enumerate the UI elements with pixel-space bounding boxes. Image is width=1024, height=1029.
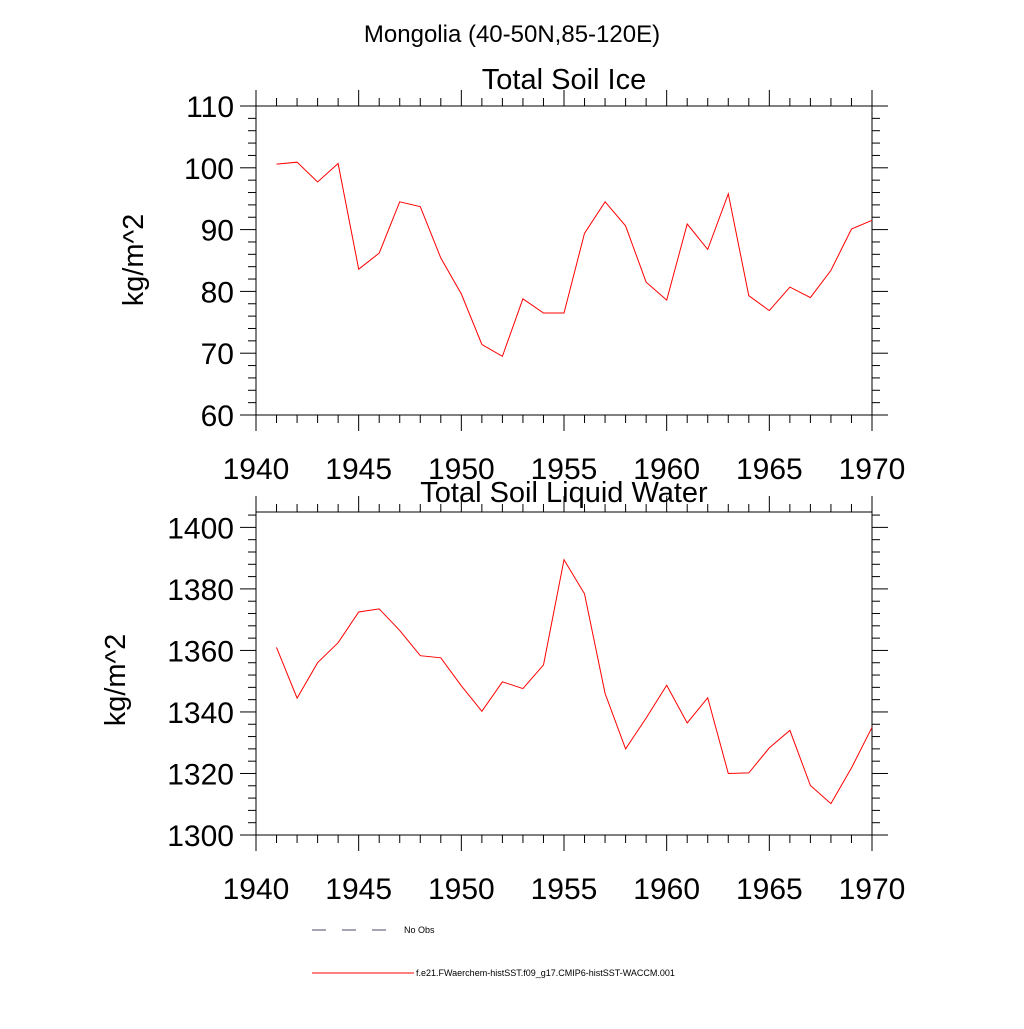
x-tick-label: 1945 [325,873,392,906]
x-tick-label: 1950 [428,453,495,486]
y-tick-label: 1320 [167,758,234,791]
x-tick-label: 1940 [223,873,290,906]
legend: No Obs f.e21.FWaerchem-histSST.f09_g17.C… [312,925,675,978]
plot-area: 60 70 80 90 100 110 1940 1945 1950 1955 1960 1965 19… [184,90,905,486]
plot-frame [255,105,873,416]
panel-total-soil-ice: Total Soil Ice kg/m^2 607080901001101940… [118,64,905,486]
y-tick-label: 100 [184,153,234,186]
y-tick-label: 70 [201,338,234,371]
x-tick-label: 1965 [736,873,803,906]
x-tick-label: 1960 [633,453,700,486]
y-axis-label: kg/m^2 [118,214,150,307]
figure-suptitle: Mongolia (40-50N,85-120E) [364,21,660,48]
panel-total-soil-liquid-water: Total Soil Liquid Water kg/m^2 130013201… [100,477,905,906]
y-tick-label: 110 [186,91,234,124]
x-tick-label: 1970 [839,873,906,906]
y-tick-label: 90 [201,215,234,248]
y-tick-label: 1360 [167,635,234,668]
x-tick-label: 1955 [531,873,598,906]
y-tick-label: 80 [201,276,234,309]
x-tick-label: 1945 [325,453,392,486]
series-line-0 [276,558,873,805]
series-line-0 [276,161,873,358]
y-tick-label: 1400 [167,512,234,545]
x-tick-label: 1965 [736,453,803,486]
y-axis-label: kg/m^2 [100,634,132,727]
x-tick-label: 1940 [223,453,290,486]
x-tick-label: 1955 [531,453,598,486]
y-tick-label: 1380 [167,574,234,607]
legend-item-no-obs: No Obs [312,925,435,935]
plot-area: 1300 1320 1340 1360 1380 1400 1940 1945 1950 1955… [167,496,905,906]
y-tick-label: 1300 [167,820,234,853]
legend-label: f.e21.FWaerchem-histSST.f09_g17.CMIP6-hi… [416,968,675,978]
legend-label: No Obs [404,925,435,935]
legend-item-model: f.e21.FWaerchem-histSST.f09_g17.CMIP6-hi… [312,968,675,978]
x-tick-label: 1950 [428,873,495,906]
x-tick-label: 1960 [633,873,700,906]
x-tick-label: 1970 [839,453,906,486]
y-tick-label: 1340 [167,697,234,730]
y-tick-label: 60 [201,400,234,433]
